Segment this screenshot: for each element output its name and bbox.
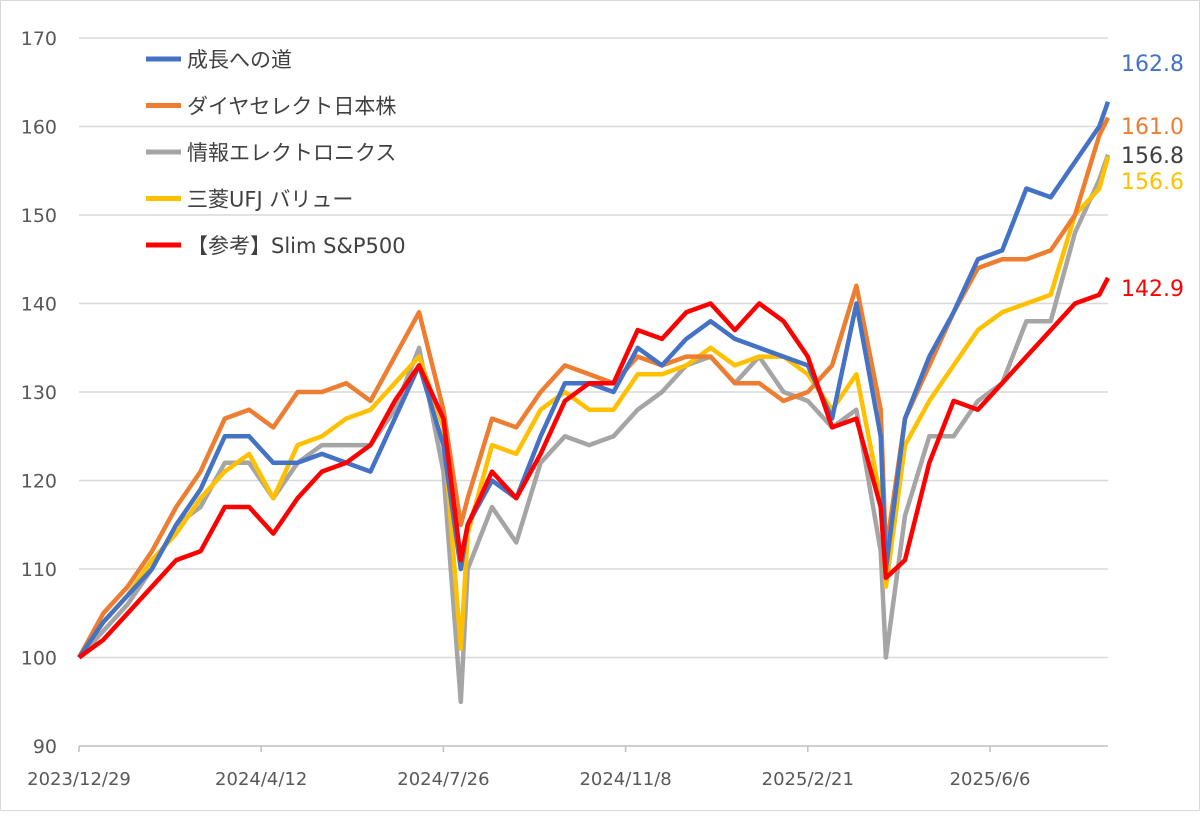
gridlines xyxy=(79,37,1108,659)
series-line-3 xyxy=(77,156,1111,659)
legend-label: 三菱UFJ バリュー xyxy=(187,188,353,212)
y-tick-label: 160 xyxy=(21,117,57,139)
legend-label: ダイヤセレクト日本株 xyxy=(187,95,396,119)
end-value-label: 156.6 xyxy=(1121,170,1184,195)
axes: 90 100 110 120 130 140 150 160 170 2023/12/29 2024… xyxy=(21,28,1108,790)
series-lines xyxy=(77,100,1111,705)
y-tick-label: 150 xyxy=(21,205,57,227)
x-tick-label: 2024/11/8 xyxy=(579,769,671,790)
x-tick-label: 2023/12/29 xyxy=(27,769,131,790)
end-value-label: 161.0 xyxy=(1121,115,1184,140)
x-tick-label: 2024/7/26 xyxy=(397,769,489,790)
end-value-label: 162.8 xyxy=(1121,52,1184,77)
end-value-label: 142.9 xyxy=(1121,277,1184,302)
legend-label: 情報エレクトロニクス xyxy=(187,141,396,165)
series-line-4 xyxy=(77,276,1111,660)
legend-label: 成長への道 xyxy=(187,48,292,72)
x-tick-label: 2024/4/12 xyxy=(215,769,307,790)
y-tick-label: 130 xyxy=(21,382,57,404)
y-tick-label: 140 xyxy=(21,294,57,316)
end-value-label: 156.8 xyxy=(1121,144,1184,169)
y-tick-label: 120 xyxy=(21,471,57,493)
y-tick-label: 100 xyxy=(21,648,57,670)
x-tick-label: 2025/6/6 xyxy=(950,769,1031,790)
x-tick-label: 2025/2/21 xyxy=(762,769,854,790)
y-tick-label: 170 xyxy=(21,28,57,50)
series-line-0 xyxy=(77,100,1111,659)
legend-label: 【参考】Slim S&P500 xyxy=(187,234,406,258)
y-tick-label: 90 xyxy=(33,736,57,758)
y-tick-label: 110 xyxy=(21,559,57,581)
